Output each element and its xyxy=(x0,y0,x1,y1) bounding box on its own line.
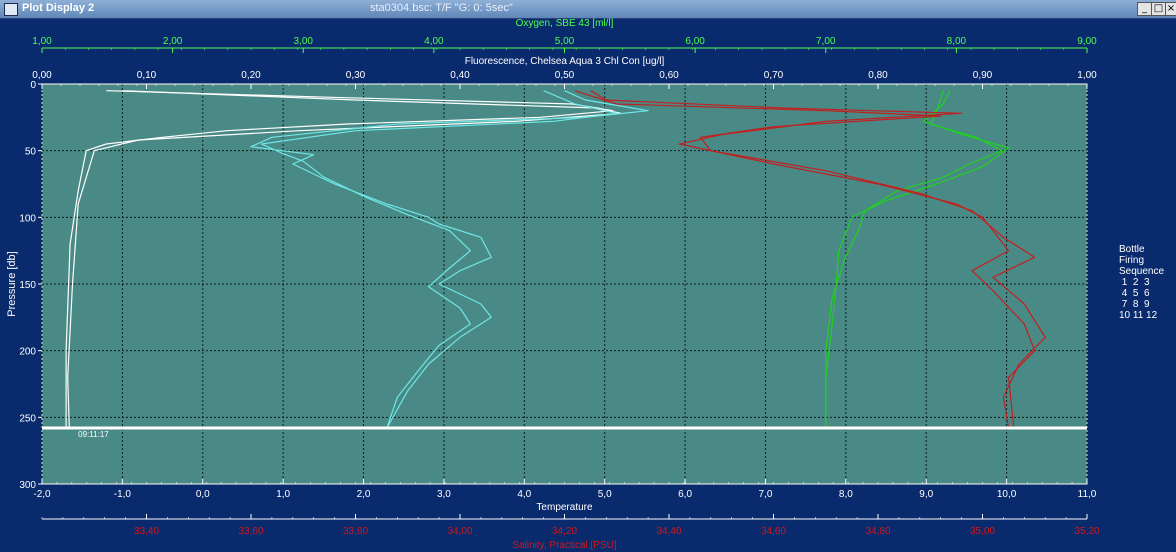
salinity-tick-label: 34,20 xyxy=(552,526,577,537)
oxygen-tick-label: 4,00 xyxy=(424,36,444,47)
oxygen-tick-label: 9,00 xyxy=(1077,36,1097,47)
salinity-tick-label: 34,80 xyxy=(865,526,890,537)
salinity-series-line xyxy=(574,90,1046,429)
oxygen-tick-label: 5,00 xyxy=(555,36,575,47)
temperature-tick-label: 1,0 xyxy=(276,489,290,500)
temperature-tick-label: 11,0 xyxy=(1078,489,1097,500)
y-tick-label: 50 xyxy=(25,147,37,158)
temperature-tick-label: 10,0 xyxy=(997,489,1017,500)
fluorescence-tick-label: 0,80 xyxy=(868,70,888,81)
legend-line: 1 2 3 xyxy=(1119,277,1150,288)
temperature-tick-label: 4,0 xyxy=(517,489,531,500)
salinity-axis-title: Salinity, Practical [PSU] xyxy=(512,540,617,551)
temperature-tick-label: 6,0 xyxy=(678,489,692,500)
fluorescence-tick-label: 0,20 xyxy=(241,70,261,81)
file-title: sta0304.bsc: T/F "G: 0: 5sec" xyxy=(370,2,513,14)
temperature-tick-label: -1,0 xyxy=(114,489,132,500)
bottle-marker-label: 09:11:17 xyxy=(78,430,109,439)
temperature-tick-label: -2,0 xyxy=(33,489,51,500)
temperature-tick-label: 8,0 xyxy=(839,489,853,500)
temperature-tick-label: 0,0 xyxy=(196,489,210,500)
fluorescence-tick-label: 0,90 xyxy=(973,70,993,81)
fluorescence-tick-label: 0,70 xyxy=(764,70,784,81)
temperature-tick-label: 7,0 xyxy=(759,489,773,500)
minimize-button[interactable]: _ xyxy=(1137,2,1152,16)
salinity-tick-label: 34,00 xyxy=(447,526,472,537)
y-axis-label: Pressure [db] xyxy=(6,251,18,316)
temperature-series-line xyxy=(67,90,622,429)
fluorescence-series-line xyxy=(260,90,618,429)
oxygen-tick-label: 2,00 xyxy=(163,36,183,47)
salinity-tick-label: 35,20 xyxy=(1074,526,1099,537)
salinity-tick-label: 34,40 xyxy=(656,526,681,537)
title-bar[interactable]: Plot Display 2 sta0304.bsc: T/F "G: 0: 5… xyxy=(0,0,1176,19)
fluorescence-tick-label: 0,10 xyxy=(137,70,157,81)
y-tick-label: 100 xyxy=(19,213,36,224)
oxygen-tick-label: 1,00 xyxy=(32,36,52,47)
legend-line: Sequence xyxy=(1119,266,1165,277)
temperature-tick-label: 3,0 xyxy=(437,489,451,500)
fluorescence-axis-title: Fluorescence, Chelsea Aqua 3 Chl Con [ug… xyxy=(465,56,665,67)
fluorescence-tick-label: 1,00 xyxy=(1077,70,1097,81)
fluorescence-tick-label: 0,50 xyxy=(555,70,575,81)
temperature-tick-label: 9,0 xyxy=(919,489,933,500)
y-tick-label: 150 xyxy=(19,280,36,291)
fluorescence-tick-label: 0,00 xyxy=(32,70,52,81)
salinity-tick-label: 33,80 xyxy=(343,526,368,537)
temperature-tick-label: 5,0 xyxy=(598,489,612,500)
salinity-tick-label: 33,60 xyxy=(238,526,263,537)
close-button[interactable]: × xyxy=(1165,2,1176,16)
y-tick-label: 200 xyxy=(19,347,36,358)
y-tick-label: 0 xyxy=(30,80,36,91)
legend-line: Bottle xyxy=(1119,244,1145,255)
fluorescence-tick-label: 0,60 xyxy=(659,70,679,81)
oxygen-tick-label: 6,00 xyxy=(685,36,705,47)
salinity-tick-label: 35,00 xyxy=(970,526,995,537)
legend-line: Firing xyxy=(1119,255,1145,266)
salinity-tick-label: 34,60 xyxy=(761,526,786,537)
y-tick-label: 300 xyxy=(19,480,36,491)
legend-line: 7 8 9 xyxy=(1119,299,1150,310)
oxygen-tick-label: 8,00 xyxy=(947,36,967,47)
salinity-series-line xyxy=(590,90,1036,429)
fluorescence-series-line xyxy=(250,90,649,429)
bottle-firing-legend: Bottle Firing Sequence 1 2 3 4 5 6 7 8 9 10… xyxy=(1119,244,1164,321)
y-tick-label: 250 xyxy=(19,413,36,424)
temperature-axis-title: Temperature xyxy=(536,502,593,513)
fluorescence-tick-label: 0,40 xyxy=(450,70,470,81)
fluorescence-tick-label: 0,30 xyxy=(346,70,366,81)
oxygen-tick-label: 3,00 xyxy=(294,36,314,47)
legend-line: 10 11 12 xyxy=(1119,310,1158,321)
oxygen-axis-title: Oxygen, SBE 43 [ml/l] xyxy=(516,18,614,29)
temperature-tick-label: 2,0 xyxy=(357,489,371,500)
plot-area xyxy=(41,83,1088,485)
legend-line: 4 5 6 xyxy=(1119,288,1150,299)
window-title: Plot Display 2 xyxy=(22,2,95,14)
oxygen-tick-label: 7,00 xyxy=(816,36,836,47)
app-icon xyxy=(4,3,18,16)
salinity-tick-label: 33,40 xyxy=(134,526,159,537)
